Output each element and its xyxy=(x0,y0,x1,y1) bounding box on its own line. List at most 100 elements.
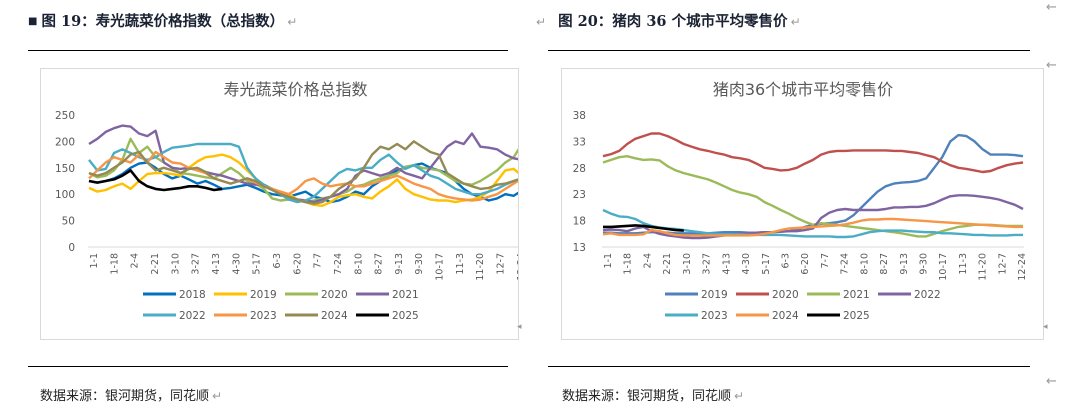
x-tick-label: 5-17 xyxy=(252,253,263,275)
x-tick-label: 7-24 xyxy=(333,253,344,275)
legend-label-2022: 2022 xyxy=(914,289,941,301)
left-chart-frame: 寿光蔬菜价格总指数 0 50 100 150 200 250 1-1 1-18 2-4 2-21 3-… xyxy=(40,68,527,340)
x-tick-label: 9-30 xyxy=(919,253,930,275)
legend-label-2019: 2019 xyxy=(701,289,728,301)
x-tick-label: 9-30 xyxy=(414,253,425,275)
y-tick-label: 200 xyxy=(55,136,75,148)
x-tick-label: 12-24 xyxy=(516,253,518,281)
x-tick-label: 7-7 xyxy=(820,253,831,269)
x-tick-label: 11-20 xyxy=(475,253,486,281)
right-figure-title: ↵ 图 20：猪肉 36 个城市平均零售价 ↵ xyxy=(536,13,801,30)
x-tick-label: 4-30 xyxy=(231,253,242,275)
x-tick-label: 1-18 xyxy=(109,253,120,275)
x-tick-label: 9-13 xyxy=(899,253,910,275)
x-tick-label: 6-3 xyxy=(272,253,283,269)
legend-label-2018: 2018 xyxy=(179,289,206,301)
x-tick-label: 11-3 xyxy=(958,253,969,275)
x-tick-label: 3-27 xyxy=(702,253,713,275)
paragraph-mark-icon: ↵ xyxy=(287,15,298,29)
paragraph-mark-icon: ↵ xyxy=(212,389,223,403)
x-tick-label: 4-13 xyxy=(211,253,222,275)
x-tick-label: 8-10 xyxy=(353,253,364,275)
left-figure-title: ■ 图 19：寿光蔬菜价格指数（总指数） ↵ xyxy=(28,13,298,30)
y-tick-label: 150 xyxy=(55,163,75,175)
x-tick-label: 7-24 xyxy=(840,253,851,275)
x-tick-label: 3-27 xyxy=(191,253,202,275)
y-tick-label: 33 xyxy=(573,136,586,148)
x-tick-label: 1-18 xyxy=(623,253,634,275)
edge-arrow-icon: ← xyxy=(1046,374,1057,389)
series-line-2022 xyxy=(602,194,1024,240)
legend-label-2020: 2020 xyxy=(321,289,348,301)
legend-label-2023: 2023 xyxy=(701,310,728,322)
x-tick-label: 8-10 xyxy=(859,253,870,275)
x-tick-label: 3-10 xyxy=(682,253,693,275)
x-tick-label: 1-1 xyxy=(603,253,614,269)
x-tick-label: 10-17 xyxy=(435,253,446,281)
x-tick-label: 5-17 xyxy=(761,253,772,275)
y-tick-label: 28 xyxy=(573,163,586,175)
x-tick-label: 4-13 xyxy=(721,253,732,275)
paragraph-mark-icon: ↵ xyxy=(734,389,745,403)
x-tick-label: 12-7 xyxy=(997,253,1008,275)
y-tick-label: 38 xyxy=(573,110,586,122)
paragraph-mark-icon: ↵ xyxy=(790,15,801,29)
edge-arrow-icon: ← xyxy=(1046,0,1057,15)
right-top-rule xyxy=(548,50,1030,51)
x-tick-label: 2-4 xyxy=(130,253,141,269)
y-tick-label: 18 xyxy=(573,216,586,228)
paragraph-mark-icon: ↵ xyxy=(536,15,547,29)
series-line-2025 xyxy=(603,224,684,232)
legend-label-2022: 2022 xyxy=(179,310,206,322)
y-tick-label: 250 xyxy=(55,110,75,122)
x-tick-label: 10-17 xyxy=(938,253,949,281)
chart-title: 寿光蔬菜价格总指数 xyxy=(223,80,367,99)
series-line-2024 xyxy=(88,140,523,205)
chart-title: 猪肉36个城市平均零售价 xyxy=(713,80,893,99)
y-tick-label: 100 xyxy=(55,189,75,201)
series-line-2021 xyxy=(602,155,1023,238)
x-tick-label: 1-1 xyxy=(89,253,100,269)
series-line-2022 xyxy=(88,142,523,204)
x-tick-label: 4-30 xyxy=(741,253,752,275)
right-source: 数据来源：银河期货，同花顺 ↵ xyxy=(562,389,745,404)
x-tick-label: 12-24 xyxy=(1017,253,1028,281)
left-top-rule xyxy=(28,50,508,51)
legend-label-2021: 2021 xyxy=(392,289,419,301)
series-line-2021 xyxy=(88,124,523,204)
resize-handle-icon: ◂ xyxy=(517,322,522,332)
y-tick-label: 13 xyxy=(573,242,586,254)
legend-label-2024: 2024 xyxy=(321,310,348,322)
bullet-square-icon: ■ xyxy=(28,16,38,27)
y-tick-label: 50 xyxy=(62,216,75,228)
legend-label-2021: 2021 xyxy=(843,289,870,301)
x-tick-label: 6-3 xyxy=(780,253,791,269)
legend-label-2025: 2025 xyxy=(843,310,870,322)
resize-handle-icon: ◂ xyxy=(1043,322,1048,332)
edge-arrow-icon: ← xyxy=(1046,58,1057,73)
x-tick-label: 8-27 xyxy=(374,253,385,275)
right-chart-frame: 猪肉36个城市平均零售价 13 18 23 28 33 38 1-1 1-18 2-4 2-21 3-… xyxy=(561,68,1044,340)
x-tick-label: 8-27 xyxy=(879,253,890,275)
x-tick-label: 11-3 xyxy=(455,253,466,275)
y-tick-label: 0 xyxy=(68,242,75,254)
x-tick-label: 2-21 xyxy=(662,253,673,275)
right-bottom-rule xyxy=(548,366,1030,367)
left-source: 数据来源：银河期货，同花顺 ↵ xyxy=(40,389,223,404)
x-tick-label: 3-10 xyxy=(170,253,181,275)
x-tick-label: 11-20 xyxy=(978,253,989,281)
x-tick-label: 12-7 xyxy=(496,253,507,275)
x-tick-label: 7-7 xyxy=(313,253,324,269)
y-tick-label: 23 xyxy=(573,189,586,201)
legend-label-2024: 2024 xyxy=(772,310,799,322)
x-tick-label: 2-21 xyxy=(150,253,161,275)
x-tick-label: 9-13 xyxy=(394,253,405,275)
x-tick-label: 6-20 xyxy=(800,253,811,275)
vegetable-index-chart: 寿光蔬菜价格总指数 0 50 100 150 200 250 1-1 1-18 2-4 2-21 3-… xyxy=(55,80,527,322)
left-bottom-rule xyxy=(28,366,508,367)
legend-label-2025: 2025 xyxy=(392,310,419,322)
series-line-2020 xyxy=(602,132,1024,174)
series-line-2019 xyxy=(603,133,1024,235)
legend-label-2023: 2023 xyxy=(250,310,277,322)
series-line-2024 xyxy=(602,217,1023,237)
